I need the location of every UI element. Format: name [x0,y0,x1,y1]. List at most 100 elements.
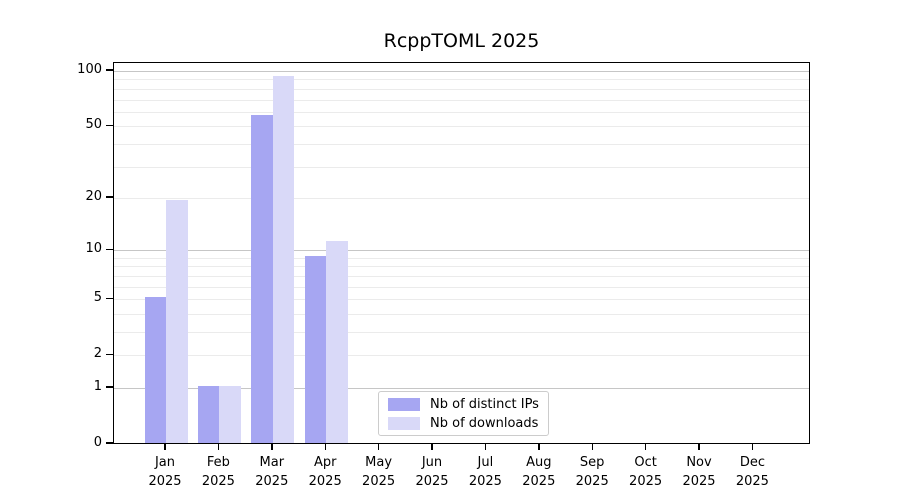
x-tick-mark-nov [698,444,700,450]
gridline-minor-70 [114,99,809,101]
bar-downloads-jan [166,199,188,443]
y-tick-label-1: 1 [93,379,102,394]
y-tick-label-0: 0 [93,435,102,450]
x-tick-mark-jan [164,444,166,450]
bar-downloads-mar [272,75,295,443]
x-tick-label-month: Apr [313,455,337,470]
bar-distinct-ips-feb [197,386,220,443]
x-tick-label-feb: Feb 2025 [186,453,250,491]
y-tick-mark-50 [106,124,113,126]
x-tick-label-year: 2025 [201,474,235,489]
bar-distinct-ips-apr [304,255,327,443]
x-tick-label-year: 2025 [522,474,556,489]
legend-swatch-downloads-icon [388,416,420,430]
x-tick-label-month: Jan [154,455,176,470]
y-tick-mark-1 [106,386,113,388]
x-tick-label-mar: Mar 2025 [240,453,304,491]
y-tick-mark-100 [106,69,113,71]
x-tick-label-year: 2025 [308,474,342,489]
y-tick-mark-5 [106,297,113,299]
y-tick-mark-0 [106,442,113,444]
bar-distinct-ips-jan [144,297,166,443]
x-tick-label-year: 2025 [362,474,396,489]
gridline-minor-6 [114,286,809,288]
x-tick-mark-oct [644,444,647,450]
x-tick-label-month: Nov [686,455,712,470]
gridline-minor-2 [114,355,809,357]
x-tick-mark-mar [271,444,273,450]
x-tick-label-year: 2025 [255,474,289,489]
legend-label-downloads: Nb of downloads [430,415,539,431]
x-tick-label-month: Dec [739,455,765,470]
x-tick-mark-sep [591,444,593,450]
gridline-minor-8 [114,266,809,268]
x-tick-label-year: 2025 [629,474,663,489]
gridline-minor-80 [114,88,809,90]
gridline-minor-40 [114,143,809,145]
x-tick-label-month: Aug [526,455,552,470]
x-tick-label-oct: Oct 2025 [614,453,678,491]
x-tick-label-month: Oct [634,455,657,470]
bar-downloads-apr [326,241,348,443]
x-tick-mark-dec [751,444,754,450]
x-tick-label-apr: Apr 2025 [293,453,357,491]
legend-label-distinct-ips: Nb of distinct IPs [430,396,539,412]
y-tick-mark-2 [106,353,113,355]
x-tick-mark-jun [431,444,433,450]
gridline-minor-30 [114,166,809,168]
y-tick-label-10: 10 [85,241,102,257]
x-tick-label-year: 2025 [415,474,449,489]
x-tick-label-year: 2025 [575,474,609,489]
x-tick-label-sep: Sep 2025 [560,453,624,491]
y-tick-mark-20 [106,196,113,198]
x-tick-label-month: Jul [477,455,494,470]
x-tick-label-year: 2025 [468,474,502,489]
y-tick-mark-10 [106,248,113,250]
bar-downloads-feb [219,386,241,443]
gridline-minor-9 [114,257,809,259]
gridline-minor-3 [114,332,809,333]
x-tick-mark-jul [484,444,487,450]
x-tick-label-year: 2025 [735,474,769,489]
x-tick-mark-may [377,444,380,450]
legend-item-downloads: Nb of downloads [388,416,539,431]
gridline-major-1 [114,388,809,389]
x-tick-label-month: Jun [421,455,443,470]
x-tick-label-dec: Dec 2025 [720,453,784,491]
gridline-minor-7 [114,275,809,277]
x-tick-label-jan: Jan 2025 [133,453,197,491]
x-tick-mark-feb [217,444,220,450]
x-tick-label-month: Sep [579,455,605,470]
x-tick-mark-aug [538,444,540,450]
gridline-major-10 [114,250,809,252]
gridline-minor-20 [114,197,809,199]
y-tick-label-50: 50 [85,117,102,133]
gridline-minor-60 [114,111,809,113]
y-tick-label-20: 20 [85,188,102,204]
gridline-minor-4 [114,313,809,315]
legend-swatch-distinct-ips-icon [388,397,420,411]
y-tick-label-5: 5 [93,290,102,306]
plot-area: Nb of distinct IPs Nb of downloads [113,62,810,444]
y-tick-label-100: 100 [77,62,102,77]
x-tick-label-may: May 2025 [347,453,411,491]
x-tick-label-month: May [365,455,393,470]
legend: Nb of distinct IPs Nb of downloads [378,391,549,436]
x-tick-label-aug: Aug 2025 [507,453,571,491]
x-tick-label-month: Feb [206,455,230,470]
gridline-minor-90 [114,79,809,81]
x-tick-label-jul: Jul 2025 [453,453,517,491]
y-tick-label-2: 2 [93,346,102,362]
gridline-major-100 [114,71,809,72]
x-tick-label-year: 2025 [148,474,182,489]
chart-title: RcppTOML 2025 [383,30,540,52]
gridline-minor-50 [114,126,809,128]
legend-item-distinct-ips: Nb of distinct IPs [388,397,539,412]
x-tick-label-month: Mar [259,455,285,470]
bar-distinct-ips-mar [251,115,273,443]
x-tick-label-year: 2025 [682,474,716,489]
x-tick-mark-apr [324,444,326,450]
gridline-minor-5 [114,299,809,301]
x-tick-label-nov: Nov 2025 [667,453,731,491]
